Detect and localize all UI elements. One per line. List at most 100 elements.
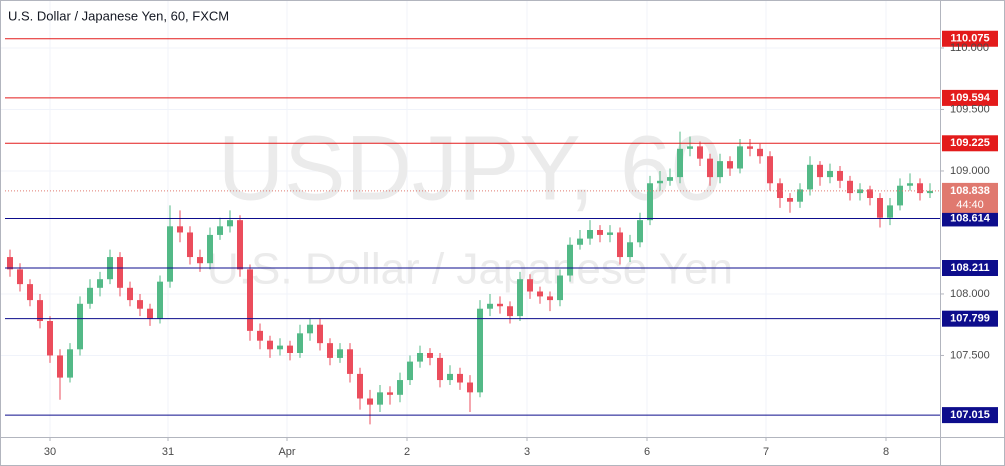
candle-body xyxy=(847,180,853,194)
candle-body xyxy=(217,226,223,235)
candle-body xyxy=(657,180,663,184)
level-label: 107.015 xyxy=(950,409,990,421)
candle-body xyxy=(697,146,703,159)
candle-body xyxy=(707,158,713,178)
last-price-label: 108.838 xyxy=(950,185,990,197)
watermark-title: USDJPY, 60 xyxy=(218,117,723,219)
candle-body xyxy=(307,324,313,334)
candle-body xyxy=(467,382,473,393)
candle-body xyxy=(67,349,73,378)
level-label-box xyxy=(942,210,998,227)
candle-body xyxy=(17,269,23,285)
candle-body xyxy=(7,257,13,270)
candle-body xyxy=(167,226,173,282)
x-tick-label: 2 xyxy=(404,446,410,458)
candle-body xyxy=(77,303,83,350)
candle-body xyxy=(717,161,723,178)
candle-body xyxy=(837,170,843,181)
level-label: 107.799 xyxy=(950,313,990,325)
x-tick-label: 8 xyxy=(883,446,889,458)
x-tick-label: 7 xyxy=(763,446,769,458)
watermark-subtitle: U.S. Dollar / Japanese Yen xyxy=(207,245,733,294)
candle-body xyxy=(627,242,633,258)
candle-body xyxy=(27,284,33,301)
level-label-box xyxy=(942,30,998,47)
candle-body xyxy=(647,183,653,221)
candle-body xyxy=(897,185,903,206)
candle-body xyxy=(737,146,743,169)
candle-body xyxy=(427,352,433,358)
candle-body xyxy=(497,303,503,307)
candle-body xyxy=(207,234,213,264)
candle-body xyxy=(817,164,823,178)
candle-body xyxy=(187,232,193,258)
candle-body xyxy=(637,220,643,243)
candle-body xyxy=(767,156,773,184)
candle-body xyxy=(147,308,153,319)
candle-body xyxy=(447,373,453,381)
candle-body xyxy=(317,324,323,344)
candle-body xyxy=(257,330,263,341)
level-label: 109.594 xyxy=(950,92,991,104)
candle-body xyxy=(347,349,353,374)
watermark: USDJPY, 60 U.S. Dollar / Japanese Yen xyxy=(207,117,733,293)
candle-body xyxy=(337,349,343,358)
candle-body xyxy=(477,308,483,393)
y-tick-label: 110.000 xyxy=(950,42,989,54)
candle-body xyxy=(567,244,573,276)
candle-body xyxy=(577,238,583,245)
candle-body xyxy=(487,303,493,309)
candle-body xyxy=(517,279,523,317)
candle-body xyxy=(597,230,603,235)
candle-body xyxy=(37,300,43,322)
candle-body xyxy=(907,183,913,186)
candle-body xyxy=(297,333,303,353)
x-tick-label: 31 xyxy=(162,446,174,458)
last-price-box xyxy=(942,182,998,213)
candle-body xyxy=(877,198,883,218)
candle-body xyxy=(227,220,233,227)
level-label-box xyxy=(942,135,998,152)
candle-body xyxy=(57,355,63,378)
candle-body xyxy=(887,205,893,218)
candle-body xyxy=(177,226,183,233)
level-label: 108.211 xyxy=(950,262,989,274)
y-tick-label: 108.000 xyxy=(950,288,990,300)
candle-body xyxy=(787,198,793,202)
candle-body xyxy=(527,279,533,292)
candle-body xyxy=(237,220,243,270)
y-tick-label: 107.500 xyxy=(950,349,990,361)
x-tick-label: 30 xyxy=(44,446,56,458)
x-tick-label: 3 xyxy=(524,446,530,458)
level-label-box xyxy=(942,260,998,277)
level-label-box xyxy=(942,407,998,424)
candle-body xyxy=(407,361,413,381)
candle-body xyxy=(357,373,363,399)
candle-body xyxy=(247,269,253,331)
candle-body xyxy=(327,343,333,358)
chart-title: U.S. Dollar / Japanese Yen, 60, FXCM xyxy=(8,8,229,23)
candle-body xyxy=(417,352,423,362)
level-label-box xyxy=(942,89,998,106)
candle-body xyxy=(617,232,623,258)
x-tick-label: Apr xyxy=(278,446,295,458)
y-tick-label: 109.000 xyxy=(950,165,990,177)
candle-body xyxy=(547,296,553,301)
levels: 110.075 109.594 109.225 108.614 108.211 107.7… xyxy=(5,30,998,424)
candle-body xyxy=(117,257,123,288)
countdown-label: 44:40 xyxy=(956,199,984,211)
candle-body xyxy=(927,190,933,194)
candle-body xyxy=(97,279,103,288)
candle-body xyxy=(507,306,513,317)
candle-body xyxy=(687,146,693,149)
candle-body xyxy=(377,392,383,405)
candle-body xyxy=(827,170,833,178)
candle-body xyxy=(277,345,283,350)
y-tick-label: 109.500 xyxy=(950,103,990,115)
candles xyxy=(7,131,933,425)
candle-body xyxy=(267,340,273,350)
candle-body xyxy=(197,257,203,264)
candle-body xyxy=(127,287,133,301)
